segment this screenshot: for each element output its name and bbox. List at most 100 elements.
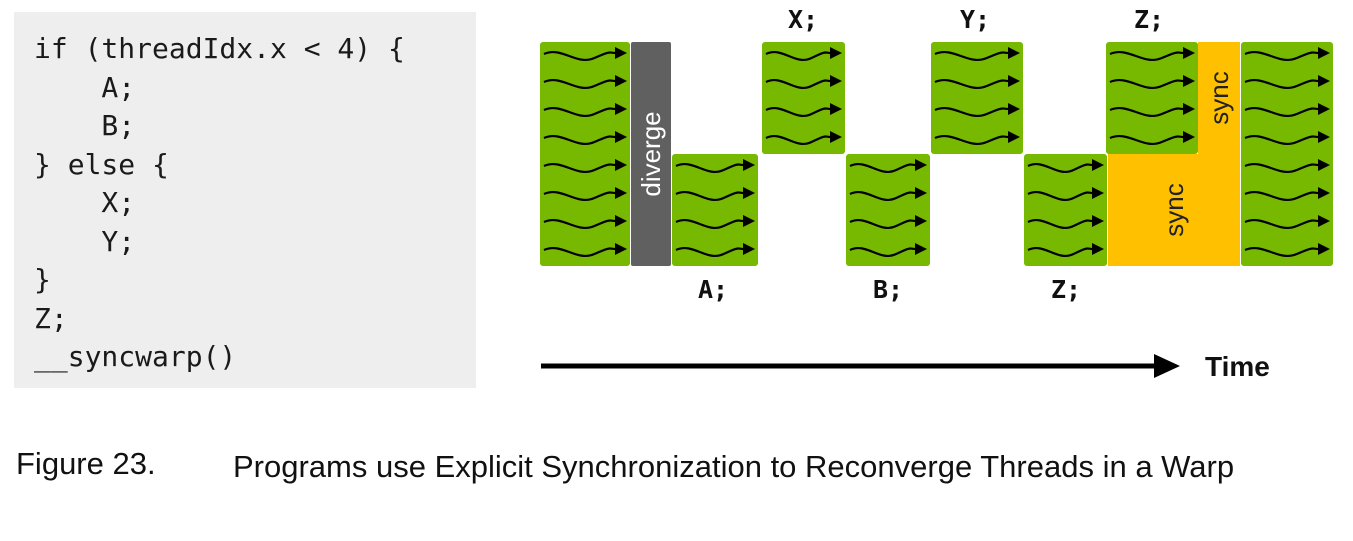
- sync-label-bottom: sync: [1159, 183, 1189, 236]
- thread-arrowhead: [1092, 187, 1104, 199]
- thread-arrow: [849, 191, 917, 201]
- thread-arrowhead: [1092, 243, 1104, 255]
- thread-arrowhead: [1318, 187, 1330, 199]
- code-line: __syncwarp(): [34, 340, 237, 373]
- thread-arrowhead: [915, 159, 927, 171]
- thread-arrowhead: [1183, 103, 1195, 115]
- thread-arrowhead: [1183, 75, 1195, 87]
- thread-arrow: [1109, 135, 1185, 145]
- sync-block: [1108, 42, 1240, 266]
- thread-arrow: [1244, 107, 1320, 117]
- thread-arrow: [1109, 107, 1185, 117]
- thread-arrowhead: [915, 215, 927, 227]
- thread-arrowhead: [615, 187, 627, 199]
- thread-arrowhead: [830, 75, 842, 87]
- thread-arrowhead: [615, 131, 627, 143]
- thread-arrowhead: [830, 47, 842, 59]
- thread-arrowhead: [615, 47, 627, 59]
- time-arrowhead: [1154, 354, 1180, 378]
- thread-blocks: [540, 42, 1333, 266]
- thread-block: [1106, 42, 1198, 154]
- thread-block: [1241, 42, 1333, 266]
- thread-arrowhead: [1183, 47, 1195, 59]
- thread-arrow: [1109, 79, 1185, 89]
- thread-arrow: [1027, 163, 1094, 173]
- thread-arrowhead: [1092, 215, 1104, 227]
- thread-arrow: [765, 107, 832, 117]
- thread-block: [540, 42, 630, 266]
- thread-arrow: [849, 247, 917, 257]
- thread-arrowhead: [615, 243, 627, 255]
- thread-arrowhead: [1318, 131, 1330, 143]
- thread-arrowhead: [830, 131, 842, 143]
- thread-arrowhead: [830, 103, 842, 115]
- code-line: } else {: [34, 147, 169, 181]
- thread-arrow: [765, 135, 832, 145]
- thread-arrow: [675, 247, 745, 257]
- code-line: Z;: [34, 301, 68, 335]
- thread-arrowhead: [615, 103, 627, 115]
- label-b: B;: [873, 275, 903, 304]
- thread-arrowhead: [1183, 131, 1195, 143]
- thread-arrow: [675, 163, 745, 173]
- thread-arrow: [1027, 219, 1094, 229]
- label-z-top: Z;: [1134, 5, 1164, 34]
- code-line: A;: [34, 70, 136, 104]
- thread-block: [931, 42, 1023, 154]
- thread-arrowhead: [1008, 75, 1020, 87]
- thread-block: [1024, 154, 1107, 266]
- thread-arrowhead: [1318, 243, 1330, 255]
- thread-arrow: [543, 135, 617, 145]
- thread-block: [762, 42, 845, 154]
- thread-arrow: [543, 191, 617, 201]
- label-x: X;: [788, 5, 818, 34]
- thread-arrowhead: [1008, 47, 1020, 59]
- thread-arrow: [1244, 51, 1320, 61]
- thread-arrowhead: [1318, 47, 1330, 59]
- thread-block: [846, 154, 930, 266]
- code-line: if (threadIdx.x < 4) {: [34, 32, 405, 65]
- thread-arrow: [1244, 135, 1320, 145]
- thread-arrow: [934, 79, 1010, 89]
- code-block: if (threadIdx.x < 4) { A; B;} else { X; …: [34, 30, 405, 377]
- thread-arrow: [1244, 163, 1320, 173]
- thread-arrow: [1244, 191, 1320, 201]
- thread-arrow: [1244, 219, 1320, 229]
- thread-arrow: [1109, 51, 1185, 61]
- thread-arrow: [1244, 247, 1320, 257]
- thread-arrowhead: [1318, 215, 1330, 227]
- thread-arrow: [934, 107, 1010, 117]
- thread-arrowhead: [615, 159, 627, 171]
- label-z-bottom: Z;: [1051, 275, 1081, 304]
- thread-arrow: [543, 247, 617, 257]
- thread-arrow: [543, 79, 617, 89]
- label-a: A;: [698, 275, 728, 304]
- code-line: Y;: [34, 224, 136, 258]
- thread-arrow: [675, 191, 745, 201]
- thread-arrowhead: [743, 243, 755, 255]
- thread-arrowhead: [1092, 159, 1104, 171]
- thread-arrowhead: [915, 187, 927, 199]
- figure-caption: Programs use Explicit Synchronization to…: [233, 449, 1235, 484]
- figure-number: Figure 23.: [16, 446, 156, 481]
- diverge-bar: [631, 42, 671, 266]
- thread-arrow: [849, 163, 917, 173]
- code-line: B;: [34, 109, 136, 142]
- thread-arrow: [849, 219, 917, 229]
- thread-arrow: [543, 51, 617, 61]
- thread-block: [672, 154, 758, 266]
- thread-arrow: [765, 51, 832, 61]
- thread-arrowhead: [615, 75, 627, 87]
- thread-arrow: [1027, 191, 1094, 201]
- thread-arrow: [934, 51, 1010, 61]
- thread-arrow: [543, 107, 617, 117]
- thread-arrow: [543, 219, 617, 229]
- code-line: X;: [34, 186, 136, 219]
- time-label: Time: [1205, 351, 1270, 382]
- sync-label-top: sync: [1204, 71, 1234, 124]
- thread-arrowhead: [1008, 103, 1020, 115]
- thread-arrow: [675, 219, 745, 229]
- thread-arrow: [765, 79, 832, 89]
- thread-arrowhead: [915, 243, 927, 255]
- thread-arrowhead: [1318, 103, 1330, 115]
